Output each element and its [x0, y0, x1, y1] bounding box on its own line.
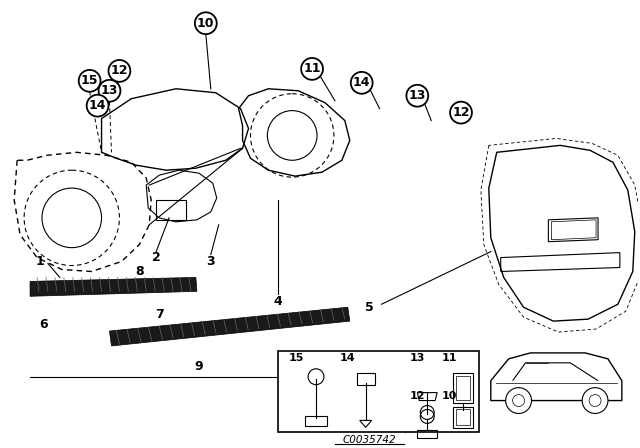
Text: 14: 14 [353, 76, 371, 89]
Text: 15: 15 [81, 74, 99, 87]
Circle shape [109, 60, 131, 82]
Circle shape [79, 70, 100, 92]
Text: 13: 13 [408, 89, 426, 102]
Text: 9: 9 [195, 360, 203, 373]
Text: 3: 3 [207, 255, 215, 268]
Text: 7: 7 [155, 308, 163, 321]
Text: 4: 4 [274, 295, 283, 308]
Circle shape [582, 388, 608, 414]
Text: 8: 8 [135, 265, 143, 278]
Text: 12: 12 [452, 106, 470, 119]
Text: 14: 14 [89, 99, 106, 112]
Circle shape [351, 72, 372, 94]
Text: 12: 12 [111, 65, 128, 78]
Circle shape [301, 58, 323, 80]
Text: 10: 10 [197, 17, 214, 30]
Polygon shape [109, 307, 350, 346]
Text: 11: 11 [442, 353, 458, 363]
Circle shape [86, 95, 109, 116]
Text: 13: 13 [410, 353, 425, 363]
Circle shape [406, 85, 428, 107]
Polygon shape [30, 277, 197, 296]
Text: 14: 14 [340, 353, 355, 363]
Circle shape [506, 388, 531, 414]
Circle shape [450, 102, 472, 124]
Text: 6: 6 [40, 318, 48, 331]
Bar [278, 351, 479, 432]
Text: 1: 1 [36, 255, 44, 268]
Text: 12: 12 [410, 391, 425, 401]
Text: 5: 5 [365, 301, 374, 314]
Text: C0035742: C0035742 [343, 435, 396, 445]
Text: 2: 2 [152, 251, 161, 264]
Circle shape [99, 80, 120, 102]
Text: 13: 13 [101, 84, 118, 97]
Circle shape [195, 12, 217, 34]
Text: 15: 15 [288, 353, 303, 363]
Text: 11: 11 [303, 62, 321, 75]
Text: 10: 10 [442, 391, 458, 401]
